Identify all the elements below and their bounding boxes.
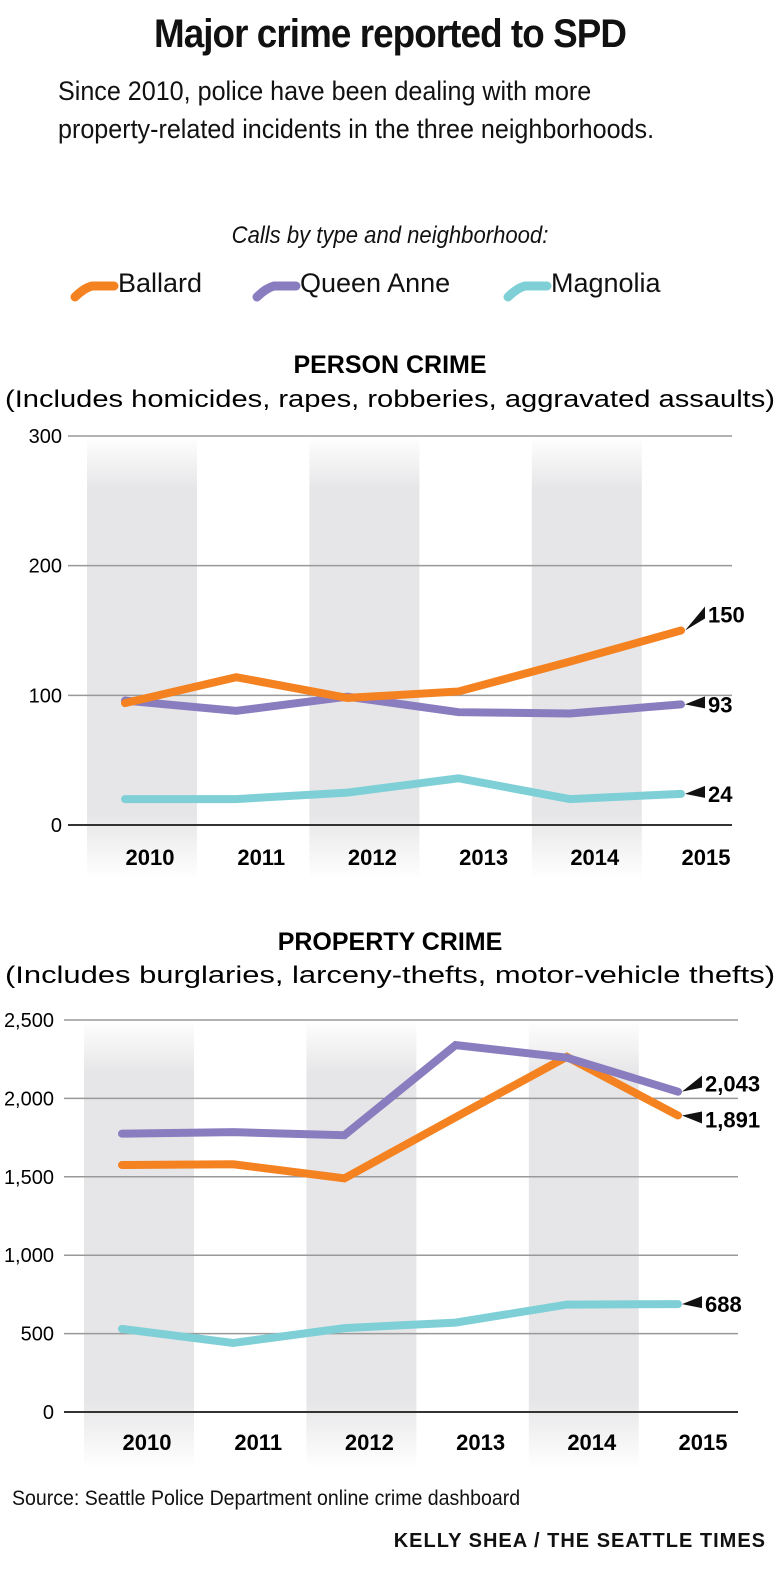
source-note: Source: Seattle Police Department online… [12,1487,521,1510]
end-value-label: 93 [708,692,732,717]
legend-label: Magnolia [551,268,661,298]
y-tick-label: 100 [29,685,62,707]
x-tick-label: 2015 [682,845,731,870]
x-tick-label: 2013 [459,845,508,870]
column-band [309,436,420,880]
column-band [87,436,197,880]
legend: Ballard Queen Anne Magnolia [0,266,780,310]
y-tick-label: 2,000 [4,1088,54,1110]
legend-swatch-ballard [70,281,119,302]
x-tick-label: 2014 [567,1430,617,1455]
label-pointer-icon [682,1296,702,1309]
end-value-label: 24 [708,782,733,807]
y-tick-label: 300 [29,426,62,448]
page-title: Major crime reported to SPD [153,12,627,56]
person-crime-chart: PERSON CRIME (Includes homicides, rapes, … [5,351,775,880]
chart-title: PROPERTY CRIME [278,928,503,956]
legend-label: Queen Anne [300,268,451,298]
y-tick-label: 0 [51,815,62,837]
series-line-ballard [121,626,685,708]
series-line-queen-anne [121,692,685,718]
x-tick-label: 2015 [679,1430,728,1455]
x-tick-label: 2011 [237,845,285,870]
legend-swatch-queen-anne [252,281,301,302]
end-value-label: 1,891 [705,1107,760,1132]
x-tick-label: 2011 [234,1430,282,1455]
label-pointer-icon [685,696,705,709]
x-tick-label: 2012 [348,845,397,870]
y-tick-label: 1,000 [4,1245,54,1267]
x-tick-label: 2010 [126,845,175,870]
column-band [528,1020,639,1468]
y-tick-label: 0 [43,1402,54,1424]
end-value-label: 2,043 [705,1072,760,1097]
credit: KELLY SHEA / THE SEATTLE TIMES [393,1530,766,1552]
x-tick-label: 2014 [570,845,620,870]
y-tick-label: 2,500 [4,1010,54,1032]
label-pointer-icon [685,606,705,631]
x-tick-label: 2012 [345,1430,394,1455]
label-pointer-icon [682,1075,702,1092]
series-line-magnolia [118,1300,682,1348]
legend-label: Ballard [118,268,203,298]
series-line-queen-anne [118,1040,682,1140]
y-tick-label: 500 [21,1324,54,1346]
y-tick-label: 200 [29,556,62,578]
chart-title: PERSON CRIME [293,351,486,379]
x-tick-label: 2013 [456,1430,505,1455]
series-line-magnolia [121,774,685,804]
subtitle: Since 2010, police have been dealing wit… [58,76,655,144]
label-pointer-icon [685,785,705,798]
property-crime-chart: PROPERTY CRIME (Includes burglaries, larc… [4,928,775,1468]
legend-swatch-magnolia [503,281,552,302]
legend-caption: Calls by type and neighborhood: [231,222,549,249]
y-tick-label: 1,500 [4,1167,54,1189]
chart-subtitle: (Includes burglaries, larceny-thefts, mo… [5,962,775,989]
end-value-label: 150 [708,603,745,628]
column-band [84,1020,194,1468]
chart-subtitle: (Includes homicides, rapes, robberies, a… [5,386,775,413]
label-pointer-icon [682,1111,702,1124]
x-tick-label: 2010 [123,1430,172,1455]
end-value-label: 688 [705,1292,742,1317]
